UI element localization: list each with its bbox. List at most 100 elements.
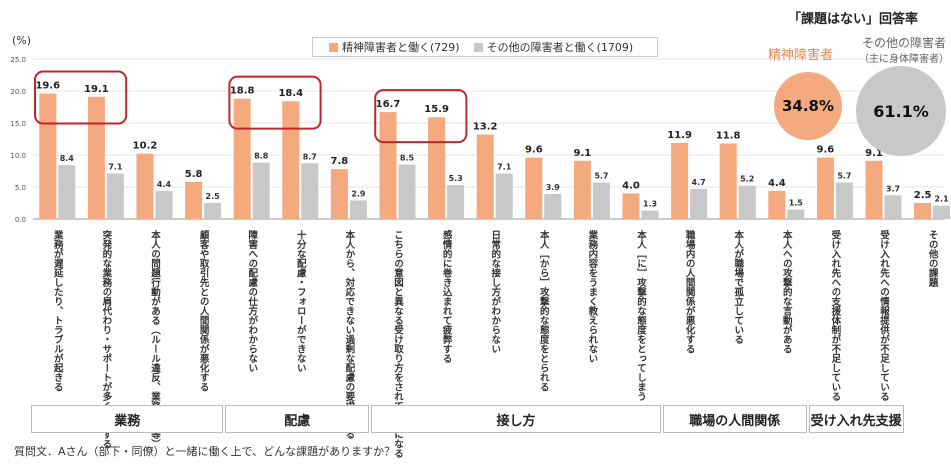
legend-label-other: その他の障害者と働く(1709): [486, 41, 634, 54]
group-box: 職場の人間関係: [662, 405, 807, 433]
category-label: 本人の問題行動がある（ルール違反、業務妨害等）: [149, 229, 162, 448]
bar-mental: [282, 101, 300, 219]
y-tick-label: 20.0: [10, 88, 26, 96]
bar-other: [933, 205, 951, 219]
no-issue-rate-panel: 「課題はない」回答率 精神障害者 その他の障害者 （主に身体障害者） 34.8%…: [760, 8, 950, 158]
category-label: 本人への攻撃的な言動がある: [781, 229, 793, 353]
group-box: 配慮: [225, 405, 370, 433]
bar-other: [447, 185, 465, 219]
bar-mental: [768, 190, 786, 219]
bar-mental: [719, 143, 737, 219]
group-label: 配慮: [284, 413, 311, 429]
category-label: 本人から、対応できない過剰な配慮の要求がある: [343, 229, 356, 439]
data-label-other: 5.7: [837, 172, 851, 181]
y-tick-label: 10.0: [10, 152, 26, 160]
category-label: 本人［に］攻撃的な態度をとってしまう: [635, 229, 647, 401]
category-label: 感情的に巻き込まれて疲弊する: [441, 229, 454, 363]
data-label-mental: 10.2: [133, 141, 158, 152]
y-tick-label: 25.0: [10, 56, 26, 64]
data-label-mental: 9.6: [525, 145, 543, 156]
group-label: 接し方: [496, 413, 536, 429]
data-label-mental: 5.8: [185, 169, 203, 180]
category-label: 受け入れ先への情報提供が不足している: [878, 229, 891, 401]
data-label-other: 8.4: [60, 154, 75, 163]
legend-item-other: その他の障害者と働く(1709): [473, 39, 634, 55]
bar-other: [738, 185, 756, 219]
data-label-other: 5.2: [740, 175, 754, 184]
data-label-mental: 9.6: [817, 145, 835, 156]
bar-other: [398, 164, 416, 219]
rate-value-other: 61.1%: [873, 101, 929, 121]
bar-other: [106, 173, 124, 219]
highlight-box: [34, 70, 128, 125]
bar-other: [495, 173, 513, 219]
data-label-other: 4.4: [157, 180, 172, 189]
y-tick-label: 15.0: [10, 120, 26, 128]
y-tick-label: 0.0: [15, 216, 26, 224]
data-label-mental: 9.1: [865, 148, 883, 159]
category-label: こちらの意図と異なる受け取り方をされて問題になる: [392, 230, 404, 458]
bar-other: [301, 163, 319, 219]
data-label-other: 1.5: [789, 198, 804, 207]
rate-label-other: その他の障害者: [861, 36, 946, 50]
bar-mental: [379, 112, 397, 219]
bar-mental: [136, 153, 154, 219]
bar-other: [204, 203, 222, 219]
data-label-other: 5.7: [594, 172, 608, 181]
data-label-mental: 19.1: [84, 84, 109, 95]
category-label: 障害への配慮の仕方がわからない: [246, 229, 259, 372]
data-label-other: 4.7: [692, 178, 706, 187]
rate-sublabel-other: （主に身体障害者）: [859, 54, 949, 65]
bar-mental: [914, 203, 932, 219]
bar-mental: [865, 160, 883, 219]
category-label: 本人が職場で孤立している: [732, 229, 744, 344]
bar-mental: [476, 134, 494, 219]
data-label-other: 2.1: [935, 195, 950, 204]
bar-mental: [816, 157, 834, 219]
group-label: 職場の人間関係: [689, 413, 781, 429]
rate-circle-mental: 34.8%: [774, 72, 842, 140]
group-box: 受け入れ先支援: [808, 405, 904, 433]
data-label-mental: 7.8: [331, 156, 349, 167]
legend-swatch-mental: [329, 42, 338, 52]
data-label-other: 7.1: [108, 163, 123, 172]
bar-mental: [573, 160, 591, 219]
bar-other: [544, 194, 562, 219]
y-axis-unit: (%): [12, 34, 32, 47]
bar-other: [884, 195, 902, 219]
bar-mental: [87, 96, 105, 219]
bar-other: [58, 165, 76, 219]
category-label: 業務内容をうまく教えられない: [586, 229, 599, 363]
highlight-box: [374, 89, 468, 144]
data-label-other: 8.5: [400, 154, 415, 163]
legend-swatch-other: [473, 42, 483, 52]
data-label-mental: 11.9: [667, 130, 692, 141]
legend: 精神障害者と働く(729) その他の障害者と働く(1709): [312, 37, 658, 57]
bar-mental: [428, 117, 446, 219]
highlight-box: [228, 75, 322, 130]
bar-other: [641, 210, 659, 219]
bar-other: [349, 200, 367, 219]
bar-other: [690, 188, 708, 219]
rate-panel-title: 「課題はない」回答率: [788, 12, 919, 27]
data-label-other: 2.9: [351, 189, 366, 198]
data-label-mental: 13.2: [473, 122, 498, 133]
category-label: 十分な配慮・フォローができない: [295, 229, 307, 372]
question-text: 質問文．Aさん（部下・同僚）と一緒に働く上で、どんな課題がありますか？: [14, 445, 396, 458]
group-box: 接し方: [371, 405, 661, 433]
data-label-mental: 19.6: [35, 81, 60, 92]
data-label-mental: 9.1: [574, 148, 592, 159]
rate-circle-other: 61.1%: [856, 66, 946, 156]
legend-item-mental: 精神障害者と働く(729): [329, 39, 460, 55]
rate-label-mental: 精神障害者: [768, 48, 834, 63]
group-box: 業務: [31, 405, 224, 433]
bar-mental: [622, 193, 640, 219]
data-label-mental: 18.8: [230, 86, 255, 97]
bar-mental: [39, 93, 57, 219]
category-label: その他の課題: [927, 230, 940, 288]
category-label: 受け入れ先への支援体制が不足している: [829, 229, 842, 401]
y-tick-label: 5.0: [15, 184, 26, 192]
bar-mental: [671, 142, 689, 219]
bar-other: [155, 190, 173, 219]
